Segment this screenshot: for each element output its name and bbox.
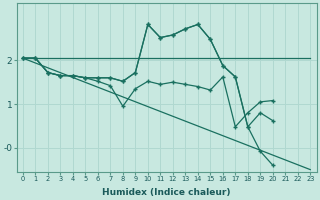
X-axis label: Humidex (Indice chaleur): Humidex (Indice chaleur) xyxy=(102,188,231,197)
